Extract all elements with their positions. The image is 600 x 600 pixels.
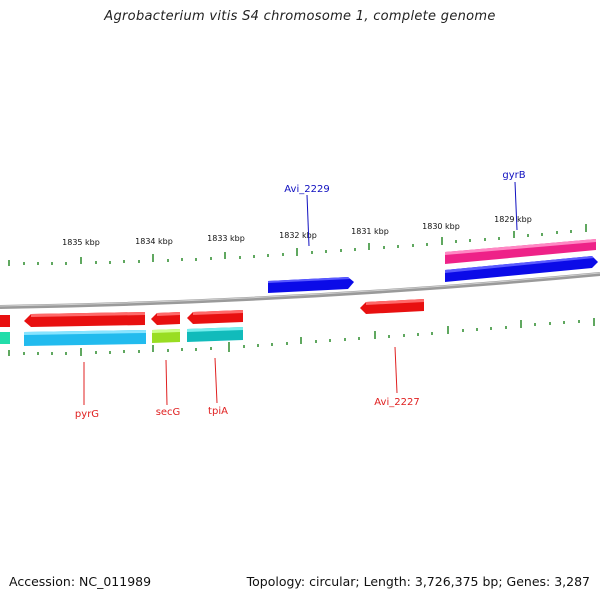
gene-label-gyrB[interactable]: gyrB — [502, 170, 525, 181]
gene-avi2229[interactable] — [268, 277, 354, 293]
gene-tpiA[interactable] — [187, 310, 243, 324]
tick-label: 1830 kbp — [422, 222, 460, 231]
tick-label: 1834 kbp — [135, 237, 173, 246]
gene-label-pyrG[interactable]: pyrG — [75, 409, 99, 420]
tick-label: 1833 kbp — [207, 234, 245, 243]
gene-label-avi2229[interactable]: Avi_2229 — [284, 184, 329, 195]
tpiA-leader — [214, 357, 218, 404]
genome-summary-text: Topology: circular; Length: 3,726,375 bp… — [246, 574, 590, 589]
gene-gyrB-feature[interactable] — [445, 239, 596, 264]
chromosome-backbone — [0, 272, 600, 309]
gene-pyrG[interactable] — [24, 312, 145, 327]
gene-secG-cds[interactable] — [152, 329, 180, 343]
map-title: Agrobacterium vitis S4 chromosome 1, com… — [104, 9, 496, 24]
avi2227-leader — [394, 346, 398, 394]
gene-pyrG-cds[interactable] — [24, 330, 146, 346]
gene-secG[interactable] — [151, 312, 180, 325]
gene-label-tpiA[interactable]: tpiA — [208, 406, 228, 417]
gene-gyrB-cds[interactable] — [445, 256, 598, 282]
tick-label: 1831 kbp — [351, 227, 389, 236]
tick-label: 1832 kbp — [279, 231, 317, 240]
gene-label-secG[interactable]: secG — [156, 407, 181, 418]
gene-fragment-left[interactable] — [0, 315, 10, 344]
accession-text: Accession: NC_011989 — [9, 574, 152, 589]
tick-label: 1835 kbp — [62, 238, 100, 247]
avi2229-leader — [306, 194, 310, 247]
gene-avi2227[interactable] — [360, 299, 424, 314]
reverse-tick-track — [8, 318, 595, 356]
tick-label: 1829 kbp — [494, 215, 532, 224]
gyrB-leader — [514, 181, 518, 231]
gene-label-avi2227[interactable]: Avi_2227 — [374, 397, 419, 408]
gene-tpiA-cds[interactable] — [187, 327, 243, 342]
secG-leader — [165, 359, 168, 406]
forward-tick-track — [8, 224, 587, 266]
